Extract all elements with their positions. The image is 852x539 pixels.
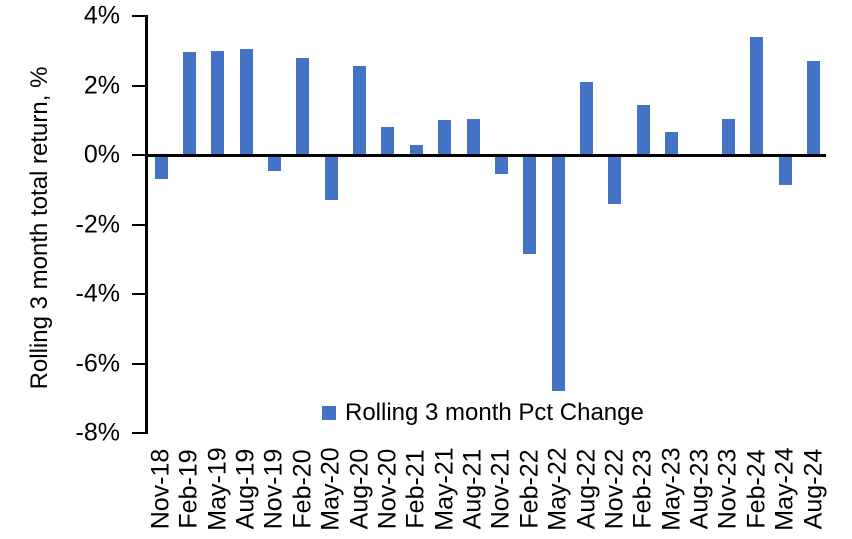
bar <box>409 144 423 155</box>
x-axis-label: Nov-21 <box>486 448 515 530</box>
bar <box>523 155 537 255</box>
x-axis-label: Feb-23 <box>628 449 657 529</box>
x-axis-label: Feb-24 <box>742 449 771 529</box>
bar <box>154 155 168 180</box>
bar <box>580 82 594 155</box>
x-axis-label: May-22 <box>543 447 572 531</box>
x-axis-label: Nov-19 <box>259 448 288 530</box>
legend-series-label: Rolling 3 month Pct Change <box>345 399 644 426</box>
x-axis-label: Aug-24 <box>799 448 827 530</box>
x-axis-label: May-24 <box>770 447 799 531</box>
y-tick-label: 0% <box>83 140 120 169</box>
x-axis-label: May-21 <box>430 447 459 531</box>
x-axis-label: Nov-22 <box>600 448 629 530</box>
bar <box>353 66 367 155</box>
x-axis-label: Aug-23 <box>685 448 714 530</box>
x-axis-label: May-20 <box>316 447 345 531</box>
bar <box>324 155 338 201</box>
x-axis-label: May-23 <box>657 447 686 531</box>
bar <box>239 49 253 155</box>
y-tick <box>132 362 145 365</box>
bar <box>438 120 452 155</box>
y-tick <box>132 432 145 434</box>
x-axis-label: Feb-22 <box>515 449 544 529</box>
bar <box>665 132 679 155</box>
legend-series-marker-icon <box>322 406 336 420</box>
bar <box>296 57 310 155</box>
y-tick-label: -4% <box>75 279 120 308</box>
bar <box>466 118 480 155</box>
y-tick <box>132 84 145 87</box>
x-axis-label: Aug-20 <box>345 448 374 530</box>
x-axis-label: Aug-22 <box>572 448 601 530</box>
bar <box>721 118 735 155</box>
x-axis-label: Nov-18 <box>146 448 175 530</box>
x-axis-label: Nov-23 <box>713 448 742 530</box>
x-axis-label: Aug-19 <box>231 448 260 530</box>
legend: Rolling 3 month Pct Change <box>322 399 644 427</box>
x-axis-label: Feb-20 <box>288 449 317 529</box>
y-tick <box>132 293 145 295</box>
bar <box>267 155 281 171</box>
bar <box>494 155 508 175</box>
bar <box>750 36 764 155</box>
x-axis-label: Feb-21 <box>401 449 430 529</box>
x-axis-label: Aug-21 <box>458 448 487 530</box>
bar <box>182 52 196 155</box>
y-tick <box>132 154 145 156</box>
bar <box>551 155 565 392</box>
bar <box>608 155 622 204</box>
bar <box>778 155 792 185</box>
y-tick-label: -6% <box>75 349 120 377</box>
bar <box>211 50 225 155</box>
x-axis-line <box>145 153 826 157</box>
y-axis-line <box>145 15 148 434</box>
y-tick <box>132 15 145 17</box>
y-tick-label: -8% <box>75 418 120 447</box>
y-tick-label: 2% <box>83 71 120 99</box>
y-tick-label: 4% <box>83 1 120 30</box>
bar <box>636 104 650 155</box>
y-axis-title: Rolling 3 month total return, % <box>26 66 53 390</box>
y-tick-label: -2% <box>75 210 120 238</box>
x-axis-label: Nov-20 <box>373 448 402 530</box>
bar <box>807 61 820 155</box>
bar <box>381 127 395 155</box>
x-axis-label: Feb-19 <box>174 449 203 529</box>
x-axis-label: May-19 <box>203 447 232 531</box>
y-tick <box>132 223 145 226</box>
